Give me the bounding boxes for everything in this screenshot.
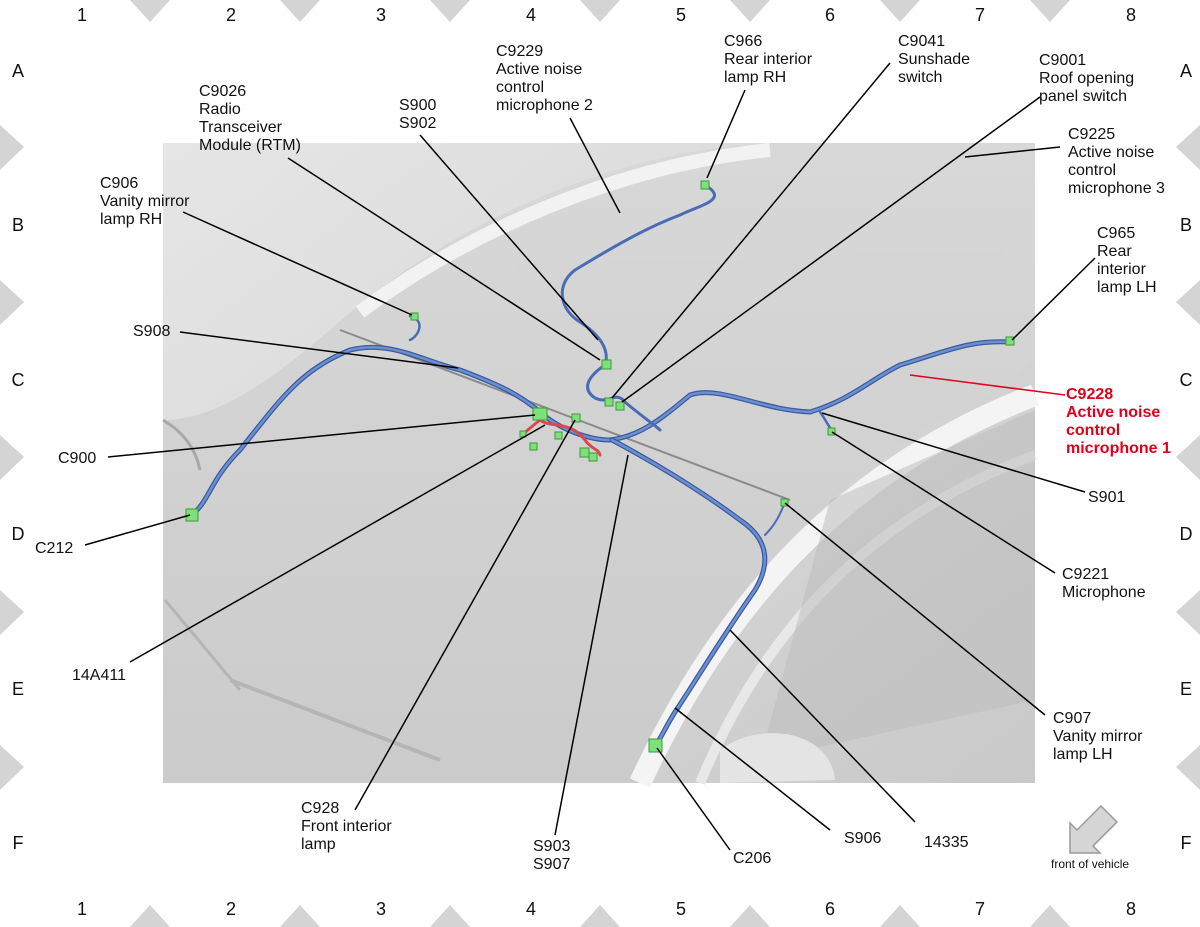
grid-col-4-bottom: 4: [525, 899, 536, 919]
front-of-vehicle-arrow-icon: [1069, 804, 1119, 854]
label-s908: S908: [133, 323, 171, 340]
grid-row-f-left: F: [12, 833, 24, 853]
label-c9228: C9228 Active noise control microphone 1: [1066, 386, 1171, 457]
grid-col-6-top: 6: [824, 5, 835, 25]
grid-row-e-left: E: [11, 679, 24, 699]
label-c9041: C9041 Sunshade switch: [898, 33, 971, 86]
grid-col-6-bottom: 6: [824, 899, 835, 919]
grid-col-8-top: 8: [1125, 5, 1136, 25]
grid-col-1-bottom: 1: [76, 899, 87, 919]
grid-row-d-left: D: [11, 524, 25, 544]
grid-col-1-top: 1: [76, 5, 87, 25]
grid-row-c-right: C: [1179, 370, 1193, 390]
label-c9221: C9221 Microphone: [1062, 566, 1146, 601]
label-c212: C212: [35, 540, 74, 557]
vehicle-illustration: [162, 143, 1039, 788]
label-s900-s902: S900 S902: [399, 97, 437, 132]
grid-col-5-bottom: 5: [675, 899, 686, 919]
label-c928: C928 Front interior lamp: [301, 800, 392, 853]
label-c9001: C9001 Roof opening panel switch: [1039, 52, 1135, 105]
grid-col-2-bottom: 2: [225, 899, 236, 919]
grid-col-3-top: 3: [375, 5, 386, 25]
label-s901: S901: [1088, 489, 1126, 506]
front-of-vehicle-label: front of vehicle: [1051, 857, 1130, 871]
grid-row-b-right: B: [1179, 215, 1192, 235]
grid-row-f-right: F: [1180, 833, 1192, 853]
label-c206: C206: [733, 850, 772, 867]
label-c906: C906 Vanity mirror lamp RH: [100, 175, 190, 228]
label-c9229: C9229 Active noise control microphone 2: [496, 43, 593, 114]
grid-col-5-top: 5: [675, 5, 686, 25]
label-s906: S906: [844, 830, 882, 847]
label-c900: C900: [58, 450, 97, 467]
grid-row-e-right: E: [1179, 679, 1192, 699]
connectors: [185, 180, 1015, 753]
label-14a411: 14A411: [72, 667, 126, 684]
grid-col-7-bottom: 7: [974, 899, 985, 919]
label-c966: C966 Rear interior lamp RH: [724, 33, 813, 86]
label-c9225: C9225 Active noise control microphone 3: [1068, 126, 1165, 197]
grid-col-4-top: 4: [525, 5, 536, 25]
grid-row-c-left: C: [11, 370, 25, 390]
label-c9026: C9026 Radio Transceiver Module (RTM): [199, 83, 301, 154]
grid-row-b-left: B: [11, 215, 24, 235]
grid-col-7-top: 7: [974, 5, 985, 25]
label-14335: 14335: [924, 834, 969, 851]
label-s903-s907: S903 S907: [533, 838, 571, 873]
label-c907: C907 Vanity mirror lamp LH: [1053, 710, 1143, 763]
leader-lines: [84, 62, 1096, 851]
grid-row-a-right: A: [1179, 61, 1192, 81]
grid-col-3-bottom: 3: [375, 899, 386, 919]
grid-row-a-left: A: [11, 61, 24, 81]
grid-row-d-right: D: [1179, 524, 1193, 544]
label-c965: C965 Rear interior lamp LH: [1097, 225, 1157, 296]
grid-col-2-top: 2: [225, 5, 236, 25]
grid-col-8-bottom: 8: [1125, 899, 1136, 919]
